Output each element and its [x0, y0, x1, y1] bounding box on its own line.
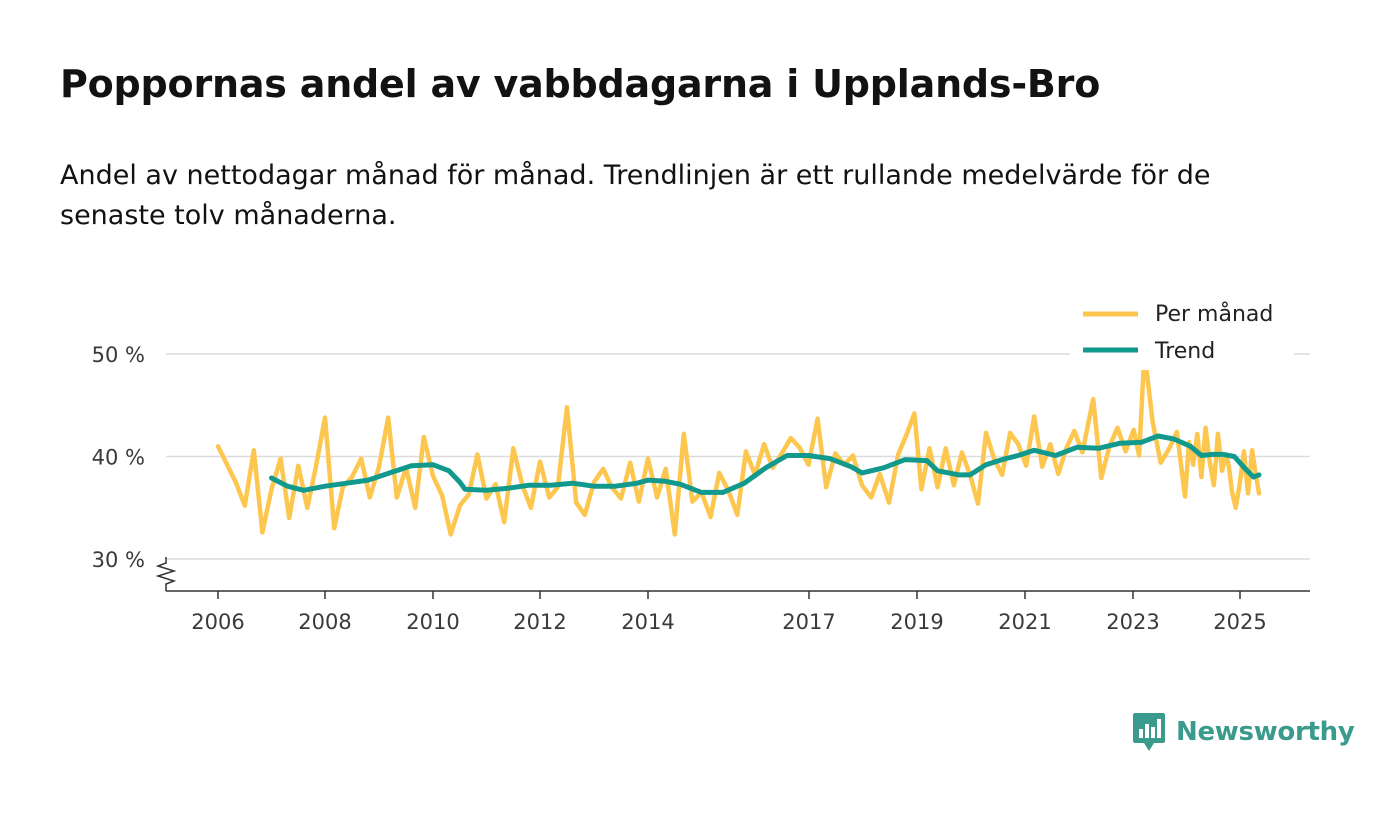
x-tick-label: 2019 [890, 610, 943, 634]
newsworthy-logo-text: Newsworthy [1176, 717, 1355, 747]
x-tick-label: 2014 [621, 610, 674, 634]
legend-background [1070, 292, 1294, 370]
y-tick-label: 50 % [92, 343, 145, 367]
x-tick-label: 2008 [298, 610, 351, 634]
y-axis-ticks: 30 % 40 % 50 % [92, 343, 145, 572]
x-tick-label: 2025 [1213, 610, 1266, 634]
y-tick-label: 30 % [92, 548, 145, 572]
legend-label-per-manad: Per månad [1155, 301, 1273, 327]
x-tick-label: 2017 [782, 610, 835, 634]
line-chart: 30 % 40 % 50 % 2006 2008 2010 2012 2014 2017 201… [92, 292, 1310, 634]
x-tick-label: 2006 [191, 610, 244, 634]
x-tick-label: 2010 [406, 610, 459, 634]
newsworthy-logo: Newsworthy [1132, 712, 1355, 752]
x-tick-label: 2012 [513, 610, 566, 634]
y-axis-break-icon [155, 557, 177, 591]
series [215, 349, 1262, 537]
x-axis [155, 557, 1310, 592]
legend: Per månad Trend [1070, 292, 1294, 370]
chart-title: Poppornas andel av vabbdagarna i Uppland… [60, 62, 1101, 106]
x-tick-label: 2023 [1106, 610, 1159, 634]
series-line-per-manad [215, 349, 1262, 537]
legend-label-trend: Trend [1154, 339, 1215, 364]
x-axis-ticks: 2006 2008 2010 2012 2014 2017 2019 2021 2023 2025 [191, 591, 1267, 634]
newsworthy-logo-icon [1133, 713, 1165, 751]
y-tick-label: 40 % [92, 446, 145, 470]
series-line-trend [269, 433, 1262, 495]
x-tick-label: 2021 [998, 610, 1051, 634]
chart-subtitle: Andel av nettodagar månad för månad. Tre… [60, 160, 1211, 231]
